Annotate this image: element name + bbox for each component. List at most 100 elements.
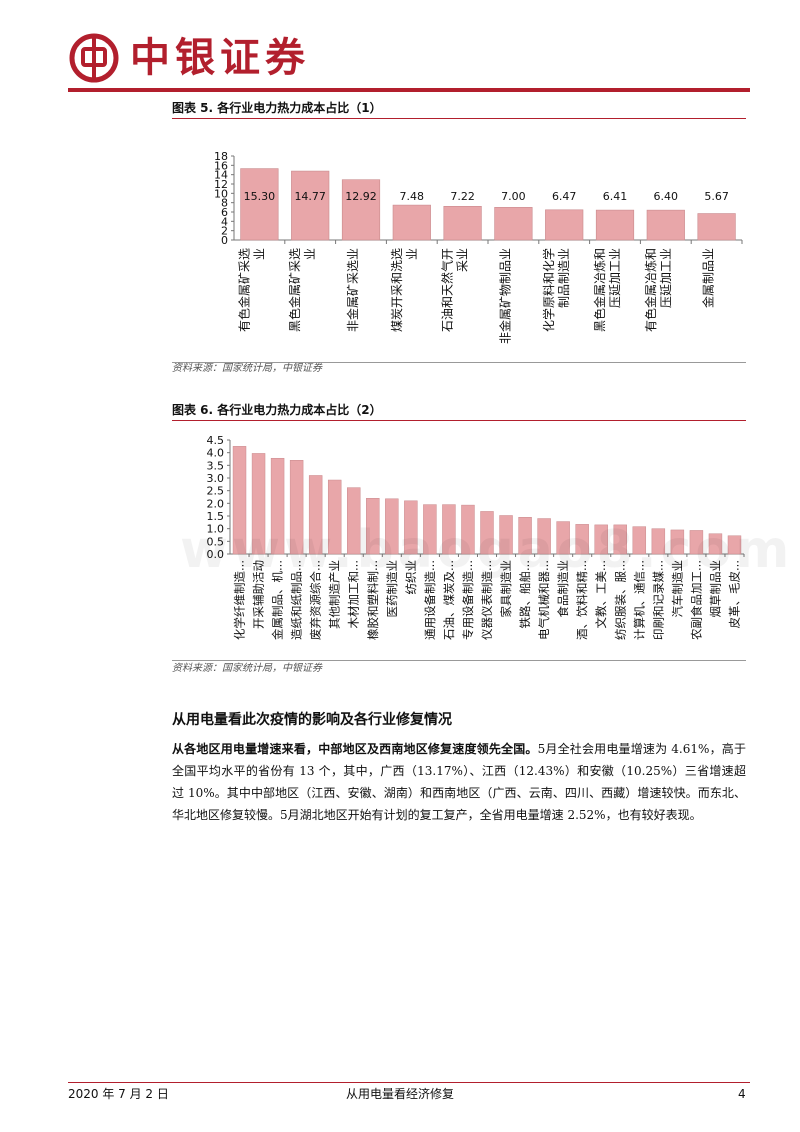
- y-tick-label: 2.5: [207, 485, 225, 498]
- bar: [366, 498, 380, 555]
- bar: [291, 170, 330, 241]
- bar: [575, 524, 589, 555]
- bar: [727, 535, 742, 555]
- category-label: 汽车制造业: [670, 560, 684, 618]
- category-label: 酒、饮料和精...: [575, 560, 589, 640]
- figure6-title-rule: [172, 420, 746, 421]
- y-tick-label: 2.0: [207, 497, 225, 510]
- y-tick-label: 1.0: [207, 523, 225, 536]
- y-tick-label: 3.5: [207, 459, 225, 472]
- category-label: 废弃资源综合...: [309, 560, 323, 640]
- y-tick-label: 2: [221, 225, 228, 238]
- bar: [632, 526, 647, 555]
- category-label: 黑色金属冶炼和: [592, 248, 607, 332]
- bar: [232, 446, 247, 555]
- data-label: 15.30: [244, 190, 276, 203]
- data-label: 14.77: [294, 190, 326, 203]
- y-tick-label: 10: [214, 187, 228, 200]
- bar: [556, 521, 570, 555]
- category-label: 纺织业: [404, 560, 418, 595]
- bar: [689, 530, 704, 555]
- lead-sentence: 从各地区用电量增速来看，中部地区及西南地区修复速度领先全国。: [172, 742, 538, 756]
- category-label: 金属制品、机...: [271, 560, 285, 640]
- category-label: 非金属矿物制品业: [497, 248, 512, 344]
- data-label: 6.41: [603, 190, 628, 203]
- bar: [443, 206, 482, 241]
- y-tick-label: 0.0: [207, 548, 225, 561]
- footer-rule: [68, 1082, 750, 1083]
- bar: [270, 457, 285, 555]
- y-tick-label: 3.0: [207, 472, 225, 485]
- category-label: 业: [303, 248, 317, 260]
- category-label: 化学纤维制造...: [233, 560, 247, 640]
- category-label: 化学原料和化学: [541, 248, 556, 332]
- bar: [308, 475, 323, 555]
- y-tick-label: 4.0: [207, 447, 225, 460]
- y-tick-label: 14: [214, 169, 228, 182]
- data-label: 6.40: [654, 190, 679, 203]
- category-label: 印刷和记录媒...: [651, 560, 665, 640]
- data-label: 5.67: [704, 190, 729, 203]
- bar: [461, 504, 475, 555]
- category-label: 业: [405, 248, 419, 260]
- category-label: 铁路、船舶...: [518, 560, 532, 628]
- y-tick-label: 1.5: [207, 510, 225, 523]
- bar: [545, 209, 584, 241]
- figure6-source-rule: [172, 660, 746, 661]
- category-label: 其他制造产业: [328, 560, 342, 629]
- category-label: 业: [252, 248, 266, 260]
- y-tick-label: 4: [221, 215, 228, 228]
- bar: [240, 168, 279, 241]
- bar: [494, 207, 533, 241]
- category-label: 计算机、通信...: [632, 560, 646, 640]
- category-label: 压延加工业: [608, 248, 622, 308]
- data-label: 7.00: [501, 190, 526, 203]
- bar: [423, 504, 437, 555]
- bank-of-china-logo: [69, 33, 119, 83]
- bar: [613, 524, 627, 555]
- category-label: 文教、工美...: [594, 560, 608, 628]
- data-label: 6.47: [552, 190, 577, 203]
- bar: [251, 453, 266, 555]
- bar: [442, 504, 456, 555]
- category-label: 石油和天然气开: [440, 248, 455, 332]
- y-tick-label: 6: [221, 206, 228, 219]
- y-tick-label: 0: [221, 234, 228, 247]
- category-label: 有色金属矿采选: [236, 248, 251, 332]
- y-tick-label: 12: [214, 178, 228, 191]
- category-label: 煤炭开采和洗选: [390, 248, 404, 332]
- category-label: 石油、煤炭及...: [442, 560, 456, 640]
- category-label: 非金属矿采选业: [345, 248, 360, 332]
- bar: [480, 511, 494, 555]
- bar: [595, 209, 635, 241]
- category-label: 黑色金属矿采选: [287, 248, 302, 332]
- figure6-chart: 0.00.51.01.52.02.53.03.54.04.5 化学纤维制造... 开…: [207, 434, 745, 640]
- bar: [651, 528, 666, 555]
- bar: [392, 204, 431, 241]
- y-tick-label: 4.5: [207, 434, 225, 447]
- category-label: 通用设备制造...: [423, 560, 437, 640]
- brand-name: 中银证券: [130, 35, 310, 81]
- figure6-source: 资料来源：国家统计局，中银证券: [172, 663, 322, 674]
- category-label: 家具制造业: [499, 560, 513, 618]
- category-label: 皮革、毛皮...: [727, 560, 741, 628]
- section-heading: 从用电量看此次疫情的影响及各行业修复情况: [172, 712, 452, 728]
- bar: [708, 533, 723, 555]
- category-label: 纺织服装、服...: [613, 560, 627, 640]
- category-label: 农副食品加工...: [689, 560, 703, 640]
- category-label: 橡胶和塑料制...: [366, 560, 380, 640]
- data-label: 7.22: [450, 190, 475, 203]
- bar: [518, 517, 532, 555]
- category-label: 烟草制品业: [708, 560, 722, 618]
- category-label: 压延加工业: [659, 248, 673, 308]
- bar: [385, 498, 399, 555]
- y-tick-label: 18: [214, 150, 228, 163]
- category-label: 专用设备制造...: [461, 560, 475, 640]
- bar: [347, 487, 361, 555]
- figure6-title: 图表 6. 各行业电力热力成本占比（2）: [172, 403, 382, 417]
- footer-page-number: 4: [738, 1087, 746, 1101]
- bar: [646, 209, 685, 241]
- category-label: 造纸和纸制品...: [290, 560, 304, 640]
- watermark: www.baogao8.com: [180, 520, 794, 580]
